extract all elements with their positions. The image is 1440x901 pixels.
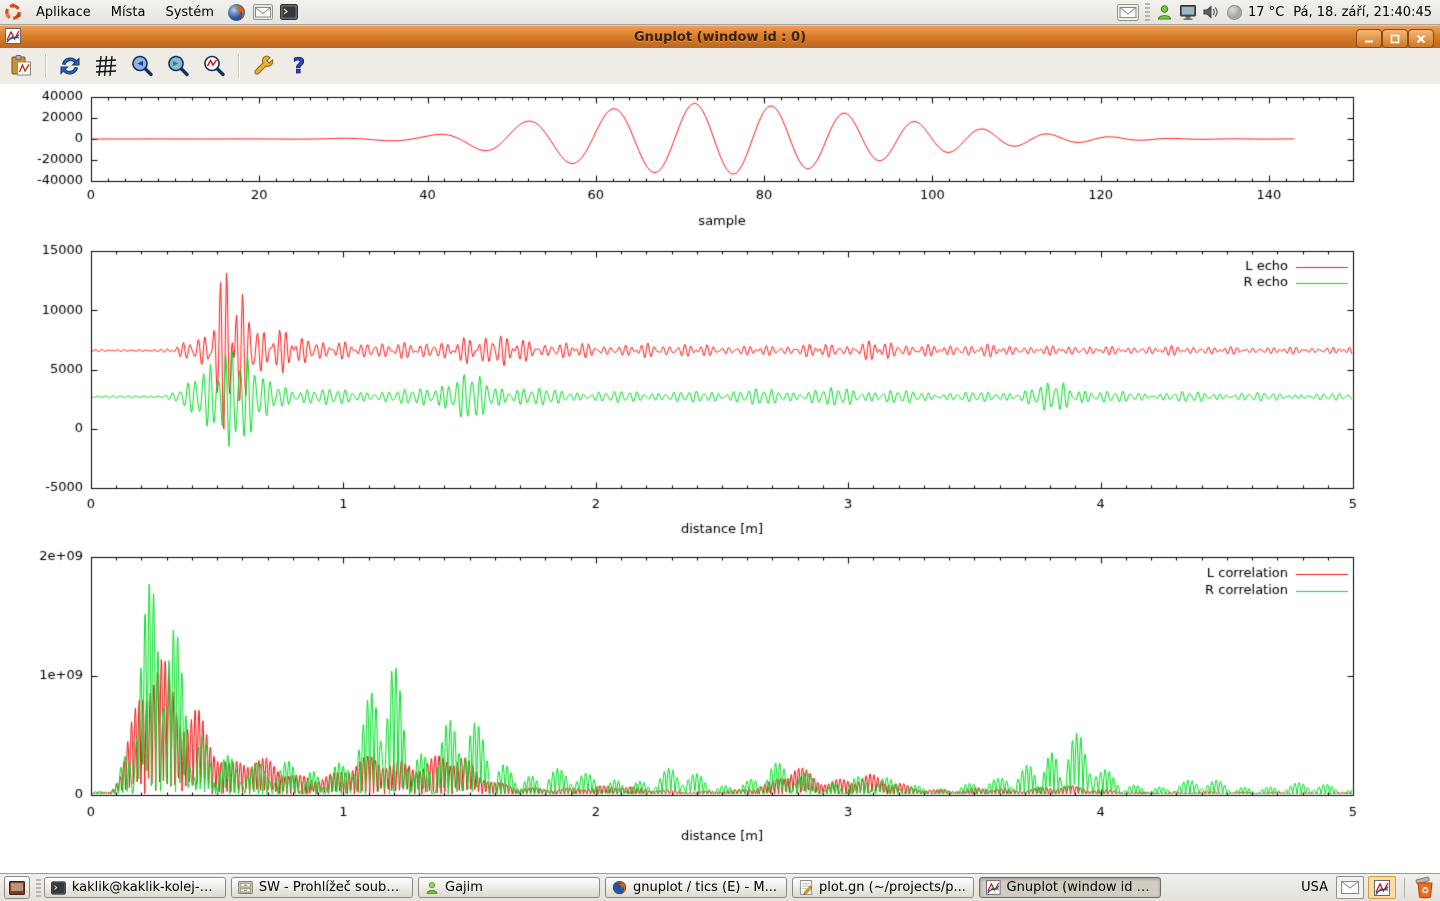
mail-tray-icon[interactable] [1336,876,1364,899]
user-switcher-icon[interactable] [1156,4,1173,21]
gnuplot-window-icon [5,27,21,48]
mail-notification-icon[interactable] [1117,3,1140,21]
taskbar-separator [1404,877,1405,898]
ubuntu-logo-icon[interactable] [2,1,24,23]
refresh-button[interactable] [55,52,85,80]
window-title: Gnuplot (window id : 0) [633,30,807,45]
display-settings-icon[interactable] [1179,4,1197,21]
temperature-readout[interactable]: 17 °C [1248,4,1285,20]
toolbar-separator [238,54,239,78]
settings-wrench-button[interactable] [248,52,278,80]
trash-applet-icon[interactable]: ♻ [1413,876,1437,899]
menu-places[interactable]: Místa [110,4,146,20]
firefox-launcher-icon[interactable] [226,1,248,23]
tray-drag-handle[interactable] [1145,3,1151,21]
clock-applet[interactable]: Pá, 18. září, 21:40:45 [1293,4,1432,20]
zoom-button[interactable] [199,52,229,80]
gnuplot-toolbar: ? [0,48,1440,85]
taskbar-button-label: Gajim [445,880,483,895]
keyboard-layout-indicator[interactable]: USA [1301,880,1328,895]
taskbar-button-gajim[interactable]: Gajim [418,877,600,898]
svg-text:?: ? [293,54,305,78]
minimize-button[interactable] [1356,29,1382,48]
taskbar-button-label: SW - Prohlížeč souborů [258,880,406,895]
taskbar-button-editor[interactable]: plot.gn (~/projects/p... [792,877,974,898]
weather-icon[interactable] [1226,4,1243,21]
toolbar-separator [45,54,46,78]
menu-applications[interactable]: Aplikace [36,4,91,20]
taskbar-button-label: gnuplot / tics (E) - M... [633,880,777,895]
taskbar-button-label: Gnuplot (window id : 0) [1006,880,1154,895]
volume-icon[interactable] [1203,4,1220,20]
help-button[interactable]: ? [284,52,314,80]
copy-plot-button[interactable] [6,52,36,80]
gnuplot-tray-icon[interactable] [1368,876,1396,899]
taskbar-button-terminal[interactable]: kaklik@kaklik-kolej-u... [44,877,226,898]
mail-launcher-icon[interactable] [252,1,274,23]
taskbar-button-gnuplot[interactable]: Gnuplot (window id : 0) [979,877,1161,898]
taskbar-button-label: plot.gn (~/projects/p... [819,880,966,895]
menu-system[interactable]: Systém [165,4,214,20]
window-titlebar[interactable]: Gnuplot (window id : 0) [0,25,1440,49]
taskbar-button-firefox[interactable]: gnuplot / tics (E) - M... [605,877,787,898]
close-button[interactable] [1408,29,1434,48]
zoom-next-button[interactable] [163,52,193,80]
bottom-taskbar: kaklik@kaklik-kolej-u... SW - Prohlížeč … [0,873,1440,901]
gnuplot-plot-area[interactable] [0,84,1440,873]
maximize-button[interactable] [1382,29,1408,48]
svg-text:♻: ♻ [1421,887,1429,897]
taskbar-button-label: kaklik@kaklik-kolej-u... [71,880,219,895]
grid-toggle-button[interactable] [91,52,121,80]
taskbar-drag-handle[interactable] [36,878,41,897]
taskbar-button-file-manager[interactable]: SW - Prohlížeč souborů [231,877,413,898]
zoom-previous-button[interactable] [127,52,157,80]
show-desktop-button[interactable] [4,876,30,899]
terminal-launcher-icon[interactable] [278,1,300,23]
gnome-top-panel: Aplikace Místa Systém [0,0,1440,25]
